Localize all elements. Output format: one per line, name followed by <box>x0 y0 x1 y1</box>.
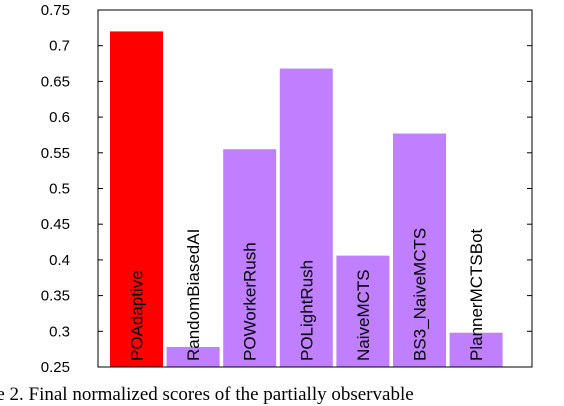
figure-caption: re 2. Final normalized scores of the par… <box>0 384 414 405</box>
bars-group <box>110 31 503 367</box>
y-tick-label: 0.4 <box>49 252 70 269</box>
y-tick-label: 0.55 <box>41 145 70 162</box>
bar <box>336 255 390 367</box>
y-tick-label: 0.75 <box>41 2 70 19</box>
y-tick-label: 0.6 <box>49 109 70 126</box>
bar-category-label: PlannerMCTSBot <box>467 228 486 361</box>
bar-category-label: POLightRush <box>297 260 316 361</box>
bar <box>449 332 503 367</box>
y-tick-label: 0.5 <box>49 181 70 198</box>
y-tick-label: 0.7 <box>49 38 70 55</box>
y-tick-label: 0.25 <box>41 359 70 376</box>
y-tick-label: 0.45 <box>41 216 70 233</box>
bar-category-label: POWorkerRush <box>241 242 260 361</box>
bar <box>393 133 446 367</box>
bar <box>166 347 220 367</box>
bar <box>279 68 333 367</box>
bar-category-label: RandomBiasedAI <box>184 229 203 361</box>
bar-category-label: NaiveMCTS <box>354 269 373 361</box>
y-tick-label: 0.65 <box>41 73 70 90</box>
bar <box>223 149 277 367</box>
bar <box>110 31 163 367</box>
bar-category-label: BS3_NaiveMCTS <box>411 228 430 361</box>
bar-category-label: POAdaptive <box>128 270 147 361</box>
y-tick-label: 0.3 <box>49 323 70 340</box>
bar-labels-group: POAdaptive RandomBiasedAI POWorkerRush POLi… <box>128 228 487 361</box>
y-tick-label: 0.35 <box>41 288 70 305</box>
y-axis-ticks: 0.25 0.3 0.35 0.4 0.45 0.5 0.55 0.6 0.65 0.7 0.75 <box>41 2 532 376</box>
